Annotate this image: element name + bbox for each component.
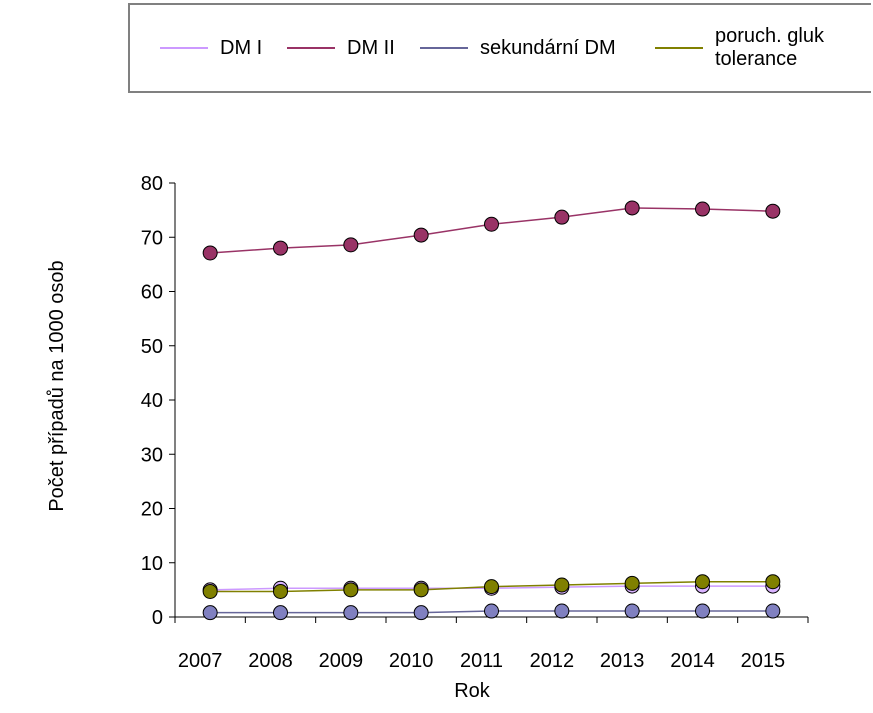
data-point xyxy=(413,227,429,243)
legend-item: poruch. gluk tolerance xyxy=(655,5,855,91)
legend-swatch xyxy=(287,47,335,49)
data-point xyxy=(273,584,288,600)
x-axis-label: Rok xyxy=(454,680,491,702)
y-tick-label: 80 xyxy=(141,173,163,195)
data-point xyxy=(484,216,499,232)
x-tick-label: 2011 xyxy=(460,650,503,672)
y-tick-label: 70 xyxy=(141,227,163,249)
data-point xyxy=(624,575,640,591)
x-tick-label: 2014 xyxy=(670,650,715,672)
x-tick-label: 2013 xyxy=(600,650,645,672)
y-tick-label: 40 xyxy=(141,390,163,412)
legend-label: sekundární DM xyxy=(480,36,616,59)
data-point xyxy=(273,605,288,621)
x-tick-label: 2015 xyxy=(741,650,786,672)
data-point xyxy=(554,577,570,593)
x-tick-label: 2012 xyxy=(530,650,575,672)
data-point xyxy=(343,237,359,253)
data-point xyxy=(202,245,218,261)
data-point xyxy=(413,605,429,621)
data-point xyxy=(765,603,781,619)
x-tick-label: 2008 xyxy=(248,650,293,672)
data-point xyxy=(554,209,570,225)
data-point xyxy=(484,579,499,595)
data-point xyxy=(695,574,710,590)
y-tick-label: 20 xyxy=(141,499,163,521)
legend-label: poruch. gluk tolerance xyxy=(715,25,824,70)
data-point xyxy=(202,584,218,600)
legend-item: DM I xyxy=(160,5,262,91)
data-point xyxy=(624,603,640,619)
x-tick-label: 2007 xyxy=(178,650,223,672)
data-point xyxy=(695,603,710,619)
data-point xyxy=(343,605,359,621)
data-point xyxy=(765,203,781,219)
data-point xyxy=(695,201,710,217)
legend-label: DM II xyxy=(347,36,395,59)
data-point xyxy=(343,582,359,598)
legend-swatch xyxy=(160,47,208,49)
legend: DM I DM II sekundární DM poruch. gluk toler… xyxy=(128,3,871,93)
x-tick-label: 2010 xyxy=(389,650,434,672)
data-point xyxy=(624,200,640,216)
data-point xyxy=(273,240,288,256)
legend-item: DM II xyxy=(287,5,395,91)
data-point xyxy=(484,603,499,619)
y-tick-label: 10 xyxy=(141,553,163,575)
y-tick-label: 30 xyxy=(141,444,163,466)
x-tick-label: 2009 xyxy=(319,650,364,672)
legend-swatch xyxy=(655,47,703,49)
data-point xyxy=(765,574,781,590)
data-point xyxy=(202,605,218,621)
data-point xyxy=(554,603,570,619)
legend-item: sekundární DM xyxy=(420,5,616,91)
data-point xyxy=(413,582,429,598)
y-tick-label: 60 xyxy=(141,282,163,304)
y-tick-label: 50 xyxy=(141,336,163,358)
legend-swatch xyxy=(420,47,468,49)
y-tick-label: 0 xyxy=(152,607,163,629)
legend-label: DM I xyxy=(220,36,263,59)
